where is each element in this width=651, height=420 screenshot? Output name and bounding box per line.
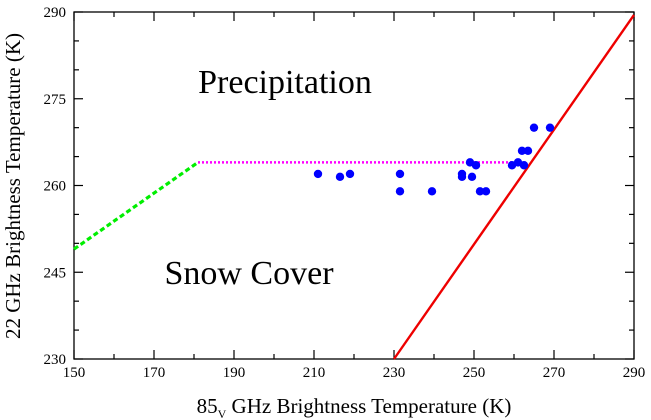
data-point [467, 172, 477, 182]
annotation-precipitation: Precipitation [198, 64, 372, 101]
x-tick-label: 190 [223, 365, 246, 381]
data-point [313, 169, 323, 179]
y-tick-label: 245 [44, 265, 67, 281]
data-points [313, 123, 555, 196]
data-point [427, 187, 437, 196]
data-point [457, 172, 467, 182]
tick-labels: 150 170 190 210 230 250 270 290 230 245 260 275 290 [44, 5, 646, 381]
x-axis-title-rest: GHz Brightness Temperature (K) [226, 394, 511, 418]
data-point [523, 146, 533, 155]
y-tick-label: 260 [44, 179, 67, 195]
data-point [481, 187, 491, 196]
x-tick-label: 270 [543, 365, 566, 381]
annotation-snow-cover: Snow Cover [164, 255, 334, 292]
data-point [475, 187, 485, 196]
data-point [395, 187, 405, 196]
x-axis-title-subscript: V [218, 407, 227, 420]
x-axis-title: 85V GHz Brightness Temperature (K) [197, 394, 512, 420]
data-point [529, 123, 539, 132]
threshold-lines [73, 14, 635, 360]
axis-ticks [73, 11, 635, 360]
data-point [395, 169, 405, 179]
x-tick-label: 170 [143, 365, 166, 381]
data-point [335, 172, 345, 182]
data-point [471, 161, 481, 170]
data-point [517, 146, 527, 155]
y-tick-label: 290 [44, 5, 67, 21]
x-axis-title-main: 85 [197, 394, 218, 418]
threshold-low-line [73, 161, 199, 251]
x-tick-label: 150 [63, 365, 86, 381]
y-tick-label: 230 [44, 352, 67, 368]
data-point [519, 161, 529, 170]
x-tick-label: 210 [303, 365, 326, 381]
threshold-diagonal-line [393, 14, 635, 360]
data-point [545, 123, 555, 132]
x-tick-label: 250 [463, 365, 486, 381]
y-tick-label: 275 [44, 92, 67, 108]
x-tick-label: 290 [623, 365, 646, 381]
x-tick-label: 230 [383, 365, 406, 381]
data-point [345, 169, 355, 179]
y-axis-title: 22 GHz Brightness Temperature (K) [1, 33, 25, 339]
